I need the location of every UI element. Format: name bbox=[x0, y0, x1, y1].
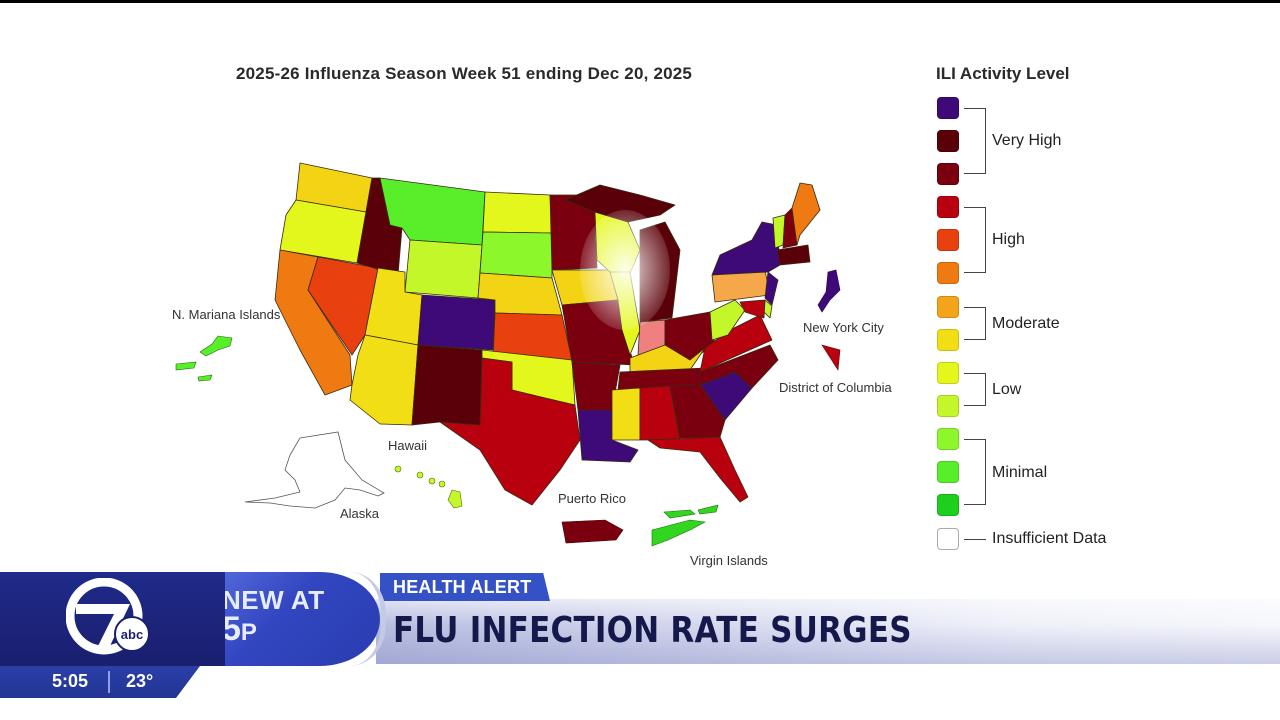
territory-n-mariana bbox=[175, 335, 233, 382]
legend-swatch-high-3 bbox=[937, 196, 959, 218]
state-new-york bbox=[711, 221, 781, 276]
legend-label-high: High bbox=[992, 231, 1025, 248]
legend-bracket-high bbox=[964, 207, 986, 273]
state-north-dakota bbox=[482, 191, 553, 234]
legend-swatch-high-2 bbox=[937, 229, 959, 251]
state-arizona bbox=[349, 334, 419, 426]
legend-label-insufficient: Insufficient Data bbox=[992, 530, 1107, 547]
legend-label-moderate: Moderate bbox=[992, 315, 1060, 332]
label-alaska: Alaska bbox=[340, 506, 380, 521]
state-west-virginia bbox=[709, 299, 746, 341]
legend-label-very-high: Very High bbox=[992, 132, 1062, 149]
legend-swatch-low-1 bbox=[937, 395, 959, 417]
legend-swatch-minimal-1 bbox=[937, 494, 959, 516]
territory-hawaii bbox=[394, 465, 463, 509]
state-maine bbox=[791, 182, 821, 246]
legend-bracket-very-high bbox=[964, 108, 986, 174]
legend-swatch-low-2 bbox=[937, 362, 959, 384]
legend-swatch-moderate-2 bbox=[937, 296, 959, 318]
legend-bracket-low bbox=[964, 373, 986, 406]
label-puerto-rico: Puerto Rico bbox=[558, 491, 626, 506]
state-ohio bbox=[664, 311, 716, 361]
category-tag-text: HEALTH ALERT bbox=[393, 577, 532, 597]
legend-swatch-minimal-3 bbox=[937, 428, 959, 450]
new-at-time: 5P bbox=[222, 610, 257, 649]
label-n-mariana: N. Mariana Islands bbox=[172, 307, 281, 322]
state-maryland bbox=[739, 299, 766, 319]
us-flu-map bbox=[175, 162, 841, 547]
new-at-label: NEW AT bbox=[222, 585, 325, 615]
legend-swatch-insufficient bbox=[937, 528, 959, 550]
legend-label-minimal: Minimal bbox=[992, 464, 1048, 481]
label-virgin-islands: Virgin Islands bbox=[690, 553, 768, 568]
state-mississippi bbox=[611, 387, 641, 441]
legend-bracket-moderate bbox=[964, 307, 986, 340]
state-new-mexico bbox=[411, 344, 483, 426]
new-at-hour: 5 bbox=[222, 610, 241, 648]
state-north-carolina bbox=[699, 344, 779, 389]
state-oregon bbox=[279, 199, 367, 264]
top-border bbox=[0, 0, 1280, 3]
legend-swatch-moderate-1 bbox=[937, 329, 959, 351]
label-district-of-columbia: District of Columbia bbox=[779, 380, 892, 395]
time-temp-bar bbox=[0, 666, 200, 698]
headline-banner-shade bbox=[376, 599, 1280, 664]
legend-swatch-minimal-2 bbox=[937, 461, 959, 483]
new-at-panel bbox=[200, 572, 380, 666]
new-at-suffix: P bbox=[240, 619, 257, 646]
headline-text: FLU INFECTION RATE SURGES bbox=[393, 610, 912, 651]
state-georgia bbox=[669, 383, 726, 439]
territory-alaska bbox=[244, 431, 385, 509]
current-time: 5:05 bbox=[52, 671, 89, 691]
state-massachusetts bbox=[776, 244, 811, 266]
legend-swatch-very-high-1 bbox=[937, 163, 959, 185]
current-temperature: 23° bbox=[126, 671, 154, 691]
legend-label-low: Low bbox=[992, 381, 1022, 398]
new-at-ring bbox=[350, 572, 386, 666]
legend-dash-insufficient bbox=[964, 539, 986, 540]
label-hawaii: Hawaii bbox=[388, 438, 428, 453]
inset-new-york-city bbox=[817, 269, 841, 313]
territory-virgin-islands bbox=[651, 504, 719, 547]
label-new-york-city: New York City bbox=[803, 320, 884, 335]
category-tag bbox=[380, 573, 550, 601]
state-michigan-up bbox=[564, 184, 676, 223]
station-logo-7abc-icon: abc bbox=[66, 578, 150, 655]
state-new-jersey bbox=[764, 271, 779, 306]
legend-bracket-minimal bbox=[964, 439, 986, 505]
legend-title: ILI Activity Level bbox=[936, 64, 1070, 83]
state-colorado bbox=[417, 294, 496, 351]
legend-swatch-very-high-2 bbox=[937, 130, 959, 152]
state-wyoming bbox=[404, 239, 483, 299]
territory-puerto-rico bbox=[561, 519, 624, 544]
time-temp-separator bbox=[108, 671, 110, 693]
inset-dc bbox=[821, 344, 841, 371]
map-title: 2025-26 Influenza Season Week 51 ending … bbox=[236, 64, 693, 83]
legend-swatch-high-1 bbox=[937, 262, 959, 284]
abc-text: abc bbox=[121, 627, 143, 642]
state-florida bbox=[647, 436, 749, 503]
legend-swatch-very-high-3 bbox=[937, 97, 959, 119]
state-south-dakota bbox=[479, 231, 553, 279]
state-texas bbox=[439, 357, 581, 506]
